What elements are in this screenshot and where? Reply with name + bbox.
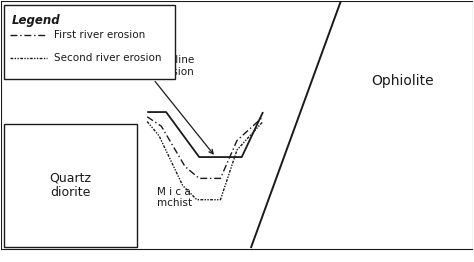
Bar (4, 124, 137, 247)
Bar (4, 6, 174, 79)
Text: M i c a
mchist: M i c a mchist (156, 187, 192, 208)
Text: Ophiolite: Ophiolite (371, 74, 434, 88)
Text: First river erosion: First river erosion (54, 30, 146, 40)
Text: Quartz
diorite: Quartz diorite (50, 172, 91, 199)
Text: Second river erosion: Second river erosion (54, 53, 162, 63)
Text: Legend: Legend (11, 14, 60, 27)
Text: The river valley line
before river erosion: The river valley line before river erosi… (91, 55, 213, 154)
